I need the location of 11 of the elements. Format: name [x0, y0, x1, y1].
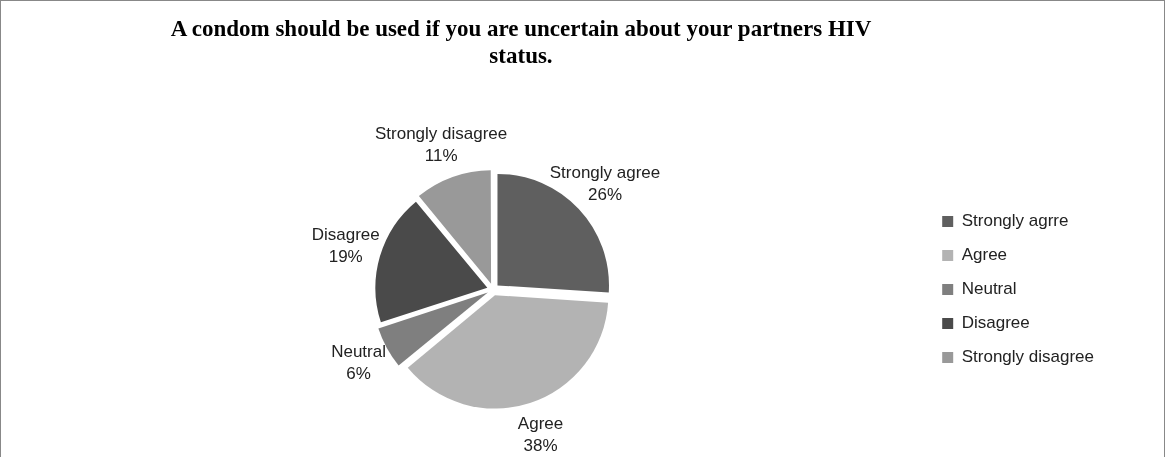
data-label: Strongly agree 26%	[549, 163, 661, 205]
legend-label: Strongly agrre	[961, 211, 1069, 231]
data-label: Strongly disagree 11%	[374, 123, 508, 165]
data-label: Neutral 6%	[331, 342, 386, 384]
data-label: Disagree 19%	[311, 225, 380, 267]
legend-label: Neutral	[961, 279, 1017, 299]
legend-label: Strongly disagree	[961, 347, 1095, 367]
legend-label: Agree	[961, 245, 1008, 265]
data-label: Agree 38%	[517, 414, 564, 456]
legend-label: Disagree	[961, 313, 1030, 333]
chart-title: A condom should be used if you are uncertain about your partners HIV status.	[169, 15, 873, 69]
